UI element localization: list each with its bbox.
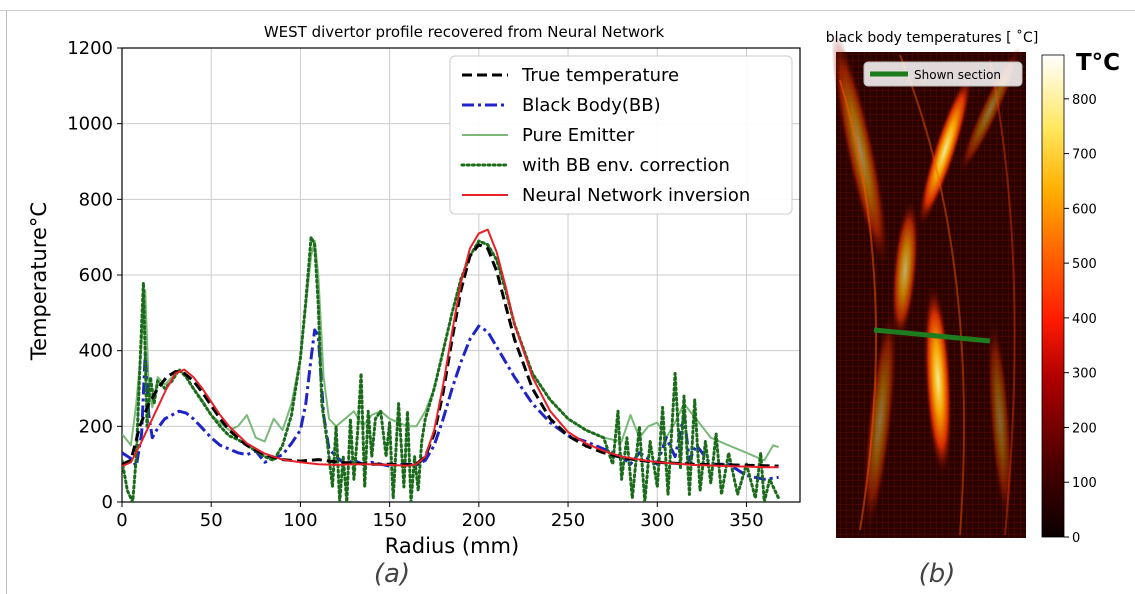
legend-label: Pure Emitter [522,125,635,146]
thermal-legend: Shown section [863,61,1023,87]
colorbar [1041,54,1065,538]
colorbar-tick-label: 500 [1072,257,1097,272]
axis-ticks: 0 50 100 150 200 250 300 350 0 200 400 600 800 1000 12… [67,38,763,531]
colorbar-tick-label: 800 [1072,93,1097,108]
top-border [0,10,1135,11]
colorbar-tick-label: 200 [1072,421,1097,436]
colorbar-tick-label: 300 [1072,367,1097,382]
x-tick-label: 150 [372,510,406,531]
y-tick-label: 400 [79,341,113,362]
colorbar-title: T°C [1076,50,1120,76]
colorbar-tick-label: 600 [1072,202,1097,217]
y-tick-label: 1200 [67,38,113,59]
panel-a-caption: (a) [374,559,410,589]
series-line-true-temperature [122,243,779,468]
colorbar-tick-label: 400 [1072,312,1097,327]
thermal-image-title: black body temperatures [ ˚C] [826,29,1039,46]
colorbar-tick-label: 100 [1072,476,1097,491]
x-axis-label: Radius (mm) [385,534,519,558]
x-tick-label: 200 [462,510,496,531]
x-tick-label: 0 [116,510,127,531]
series-line-with-bb-env-correction [122,235,781,502]
colorbar-ticks: 0 100 200 300 400 500 600 700 800 [1064,93,1097,546]
x-tick-label: 350 [729,510,763,531]
thermal-image [831,32,1026,538]
panel-b-caption: (b) [919,559,956,589]
x-tick-label: 250 [551,510,585,531]
y-tick-label: 0 [102,492,113,513]
legend: True temperature Black Body(BB) Pure Emitt… [449,55,793,215]
legend-label: Neural Network inversion [522,185,750,206]
shown-section-line [873,327,991,344]
shown-section-label: Shown section [914,68,1001,82]
colorbar-tick-label: 700 [1072,148,1097,163]
y-tick-label: 200 [79,416,113,437]
y-axis-label: Temperature°C [27,202,51,361]
legend-label: with BB env. correction [522,155,730,176]
x-tick-label: 50 [200,510,223,531]
x-tick-label: 100 [283,510,317,531]
x-tick-label: 300 [640,510,674,531]
chart-title: WEST divertor profile recovered from Neu… [264,23,665,41]
colorbar-tick-label: 0 [1072,531,1080,546]
legend-label: True temperature [521,65,679,86]
y-tick-label: 1000 [67,114,113,135]
y-tick-label: 800 [79,189,113,210]
legend-label: Black Body(BB) [522,95,661,116]
y-tick-label: 600 [79,265,113,286]
series-line-neural-network-inversion [122,228,779,469]
series-lines [122,228,781,502]
left-border [6,10,7,594]
legend-box [449,55,793,215]
